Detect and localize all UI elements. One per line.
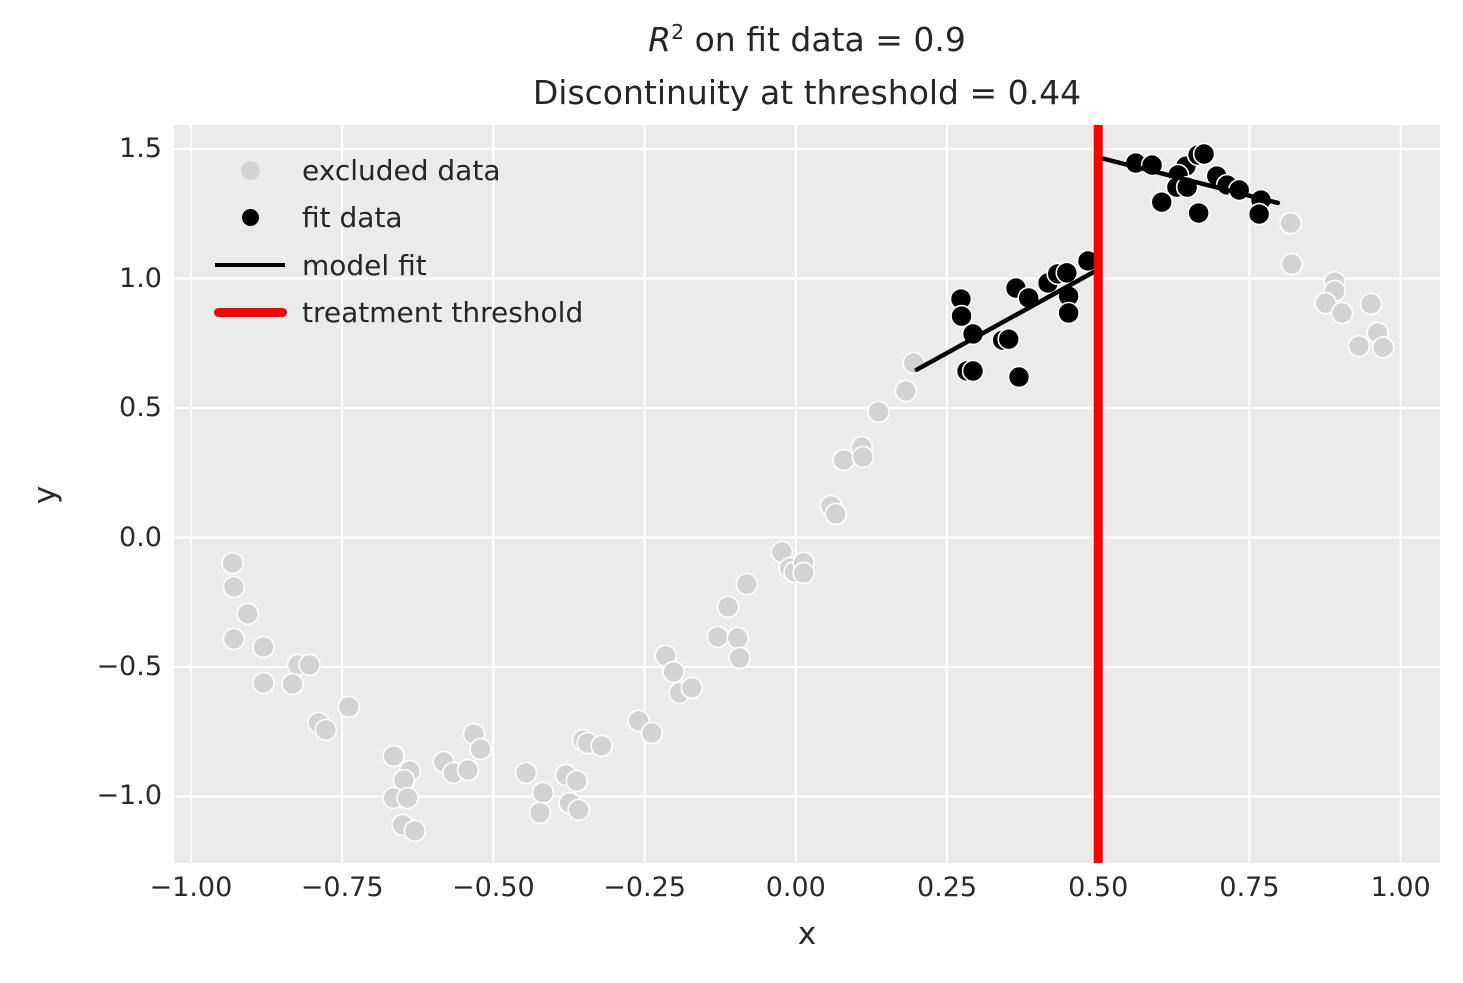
- fit-data-point: [997, 327, 1021, 351]
- excluded-data-point: [222, 627, 246, 651]
- x-tick-label: −1.00: [149, 872, 233, 903]
- fit-data-point: [1247, 202, 1271, 226]
- x-tick-label: −0.75: [300, 872, 384, 903]
- y-tick-label: 1.0: [119, 262, 162, 294]
- excluded-data-point: [1359, 292, 1383, 316]
- excluded-data-point: [221, 551, 244, 575]
- excluded-data-point: [706, 625, 730, 649]
- excluded-data-point: [902, 351, 926, 375]
- excluded-data-point: [236, 602, 260, 626]
- y-tick-label: 1.5: [119, 133, 162, 165]
- legend-label: model fit: [302, 248, 427, 282]
- legend-row: treatment threshold: [200, 290, 583, 336]
- legend-label: treatment threshold: [302, 296, 584, 329]
- excluded-data-point: [528, 801, 552, 825]
- chart-canvas: [174, 125, 1440, 863]
- model-fit-marker-icon: [215, 262, 285, 268]
- excluded-data-point: [314, 718, 338, 742]
- fit-data-point: [1187, 201, 1210, 225]
- title-r-variable: R: [648, 20, 672, 59]
- excluded-data-point: [567, 798, 590, 822]
- excluded-data-point: [590, 734, 613, 758]
- excluded-data-point: [565, 769, 589, 793]
- excluded-data-point: [824, 502, 848, 526]
- x-tick-label: 0.75: [1219, 872, 1280, 903]
- model-fit-line: [1095, 155, 1281, 206]
- excluded-data-point: [281, 672, 304, 696]
- y-axis-label: y: [27, 485, 63, 505]
- legend-label: excluded data: [302, 153, 501, 187]
- excluded-data-point: [298, 653, 321, 677]
- excluded-data-point: [680, 676, 704, 700]
- excluded-data-point: [403, 819, 427, 843]
- excluded-data-point: [894, 379, 918, 403]
- excluded-data-point: [662, 660, 685, 684]
- excluded-data-point: [726, 626, 750, 650]
- excluded-data-point: [640, 721, 664, 745]
- x-tick-label: 0.25: [916, 872, 978, 903]
- excluded-data-point: [1347, 334, 1371, 358]
- fit-data-point: [1055, 261, 1079, 285]
- excluded-data-point: [396, 786, 419, 810]
- model-fit-line: [914, 267, 1101, 372]
- legend-label: fit data: [302, 201, 403, 234]
- excluded-data-point: [252, 635, 275, 659]
- fit-data-point: [1150, 190, 1174, 214]
- treatment-threshold-marker-icon: [213, 308, 287, 317]
- excluded-data-point: [1314, 291, 1337, 315]
- x-tick-label: 1.00: [1370, 872, 1431, 903]
- excluded-data-point: [222, 575, 246, 599]
- excluded-data-point: [1280, 252, 1304, 276]
- excluded-data-point: [382, 744, 405, 768]
- excluded-data-point: [531, 781, 555, 805]
- x-tick-label: −0.25: [603, 872, 686, 903]
- excluded-data-point: [867, 400, 890, 424]
- excluded-data-marker-icon: [240, 160, 260, 180]
- legend-row: model fit: [200, 242, 427, 288]
- fit-data-point: [1007, 365, 1031, 389]
- excluded-data-point: [1330, 301, 1354, 325]
- fit-data-point: [1192, 142, 1216, 166]
- legend-row: fit data: [200, 195, 403, 241]
- x-axis-label: x: [797, 916, 817, 952]
- excluded-data-point: [1371, 336, 1395, 359]
- excluded-data-point: [728, 646, 751, 670]
- excluded-data-point: [337, 695, 361, 719]
- excluded-data-point: [832, 448, 855, 472]
- legend-marker-cell: [200, 262, 300, 268]
- fit-data-point: [950, 304, 973, 328]
- excluded-data-point: [716, 595, 740, 619]
- legend-marker-cell: [200, 160, 300, 180]
- x-tick-label: −0.50: [451, 872, 535, 903]
- x-tick-label: 0.50: [1068, 872, 1129, 903]
- y-tick-label: 0.5: [119, 392, 162, 424]
- excluded-data-point: [1279, 211, 1302, 235]
- legend-row: excluded data: [200, 147, 500, 193]
- excluded-data-point: [469, 737, 492, 761]
- fit-data-point: [1057, 301, 1080, 325]
- title-r-exponent: 2: [671, 20, 685, 44]
- y-tick-label: −0.5: [96, 650, 162, 682]
- legend-marker-cell: [200, 308, 300, 317]
- title-line2: Discontinuity at threshold = 0.44: [532, 73, 1082, 112]
- excluded-data-point: [252, 671, 275, 695]
- excluded-data-point: [792, 561, 815, 585]
- title-line1: R2 on fit data = 0.9: [174, 6, 1440, 66]
- legend-marker-cell: [200, 209, 300, 226]
- chart-title: R2 on fit data = 0.9 Discontinuity at th…: [174, 6, 1440, 119]
- title-line1-text: on fit data = 0.9: [684, 20, 966, 59]
- fit-data-marker-icon: [241, 209, 259, 226]
- excluded-data-point: [514, 761, 538, 785]
- fit-data-point: [961, 359, 985, 383]
- excluded-data-point: [735, 572, 759, 596]
- excluded-data-point: [456, 758, 480, 782]
- plot-area: [174, 125, 1440, 863]
- excluded-data-point: [851, 445, 875, 469]
- y-tick-label: 0.0: [119, 521, 162, 553]
- y-tick-label: −1.0: [96, 780, 162, 812]
- x-tick-label: 0.00: [765, 872, 826, 903]
